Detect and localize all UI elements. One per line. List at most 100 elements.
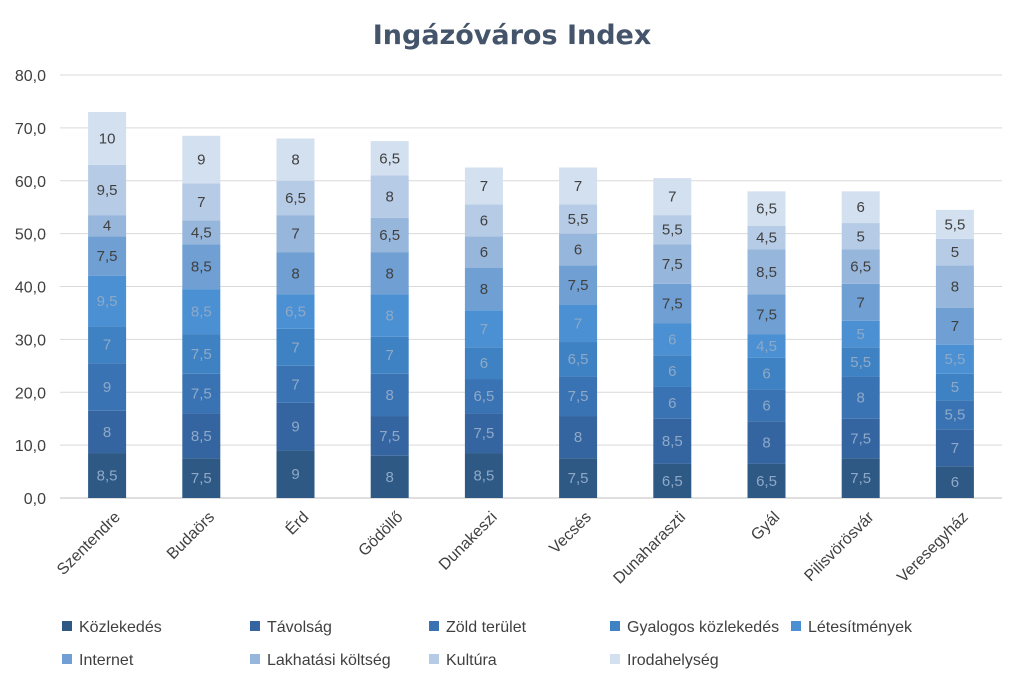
legend: Közlekedés Távolság Zöld terület Gyalogos k… (62, 619, 913, 669)
data-label: 7,5 (756, 306, 777, 323)
bar-segment (935, 307, 974, 345)
data-label: 8 (386, 189, 394, 206)
x-tick-label: Vecsés (546, 509, 595, 558)
y-tick-label: 20,0 (15, 385, 46, 402)
bar-segment (370, 416, 409, 456)
data-label: 8 (386, 387, 394, 404)
legend-swatch (62, 621, 72, 631)
bar-segment (559, 458, 598, 498)
y-tick-label: 80,0 (15, 68, 46, 85)
data-label: 6,5 (285, 190, 306, 207)
bar-stack: 8,5 7,5 6,5 6 7 8 6 6 7 (464, 167, 503, 498)
bar-segment (747, 249, 786, 295)
data-label: 6 (480, 244, 488, 261)
bar-segment (276, 294, 315, 329)
data-label: 6,5 (850, 259, 871, 276)
data-label: 8,5 (662, 433, 683, 450)
data-label: 8 (762, 434, 770, 451)
bar-segment (88, 236, 127, 276)
data-label: 8 (574, 429, 582, 446)
bar-segment (935, 238, 974, 266)
data-label: 7 (951, 440, 959, 457)
data-label: 4,5 (756, 230, 777, 247)
bar-segment (653, 323, 692, 356)
bar-segment (559, 376, 598, 417)
bar-segment (88, 164, 127, 216)
bar-segment (88, 363, 127, 411)
bar-segment (88, 410, 127, 454)
bar-segment (276, 328, 315, 366)
bar-stack: 8,5 8 9 7 9,5 7,5 4 9,5 10 (88, 112, 127, 498)
y-tick-label: 50,0 (15, 227, 46, 244)
data-label: 8,5 (756, 264, 777, 281)
bar-segment (88, 215, 127, 237)
data-label: 5 (951, 379, 959, 396)
data-label: 8,5 (97, 468, 118, 485)
bar-segment (841, 458, 880, 498)
bar-segment (88, 112, 127, 165)
data-label: 7,5 (568, 470, 589, 487)
bar-segment (747, 357, 786, 390)
y-tick-label: 30,0 (15, 332, 46, 349)
legend-item: Létesítmények (791, 619, 913, 636)
data-label: 8,5 (191, 304, 212, 321)
bar-segment (182, 220, 221, 245)
legend-item: Internet (62, 652, 134, 669)
data-label: 7 (574, 178, 582, 195)
legend-swatch (429, 654, 439, 664)
data-label: 5,5 (568, 211, 589, 228)
bar-segment (370, 217, 409, 253)
bar-segment (276, 450, 315, 498)
bar-segment (464, 236, 503, 268)
bar-segment (464, 413, 503, 454)
legend-item: Gyalogos közlekedés (610, 619, 779, 636)
bar-segment (653, 178, 692, 216)
legend-swatch (62, 654, 72, 664)
data-label: 4 (103, 218, 111, 235)
data-label: 9,5 (97, 182, 118, 199)
x-tick-label: Dunakeszi (436, 509, 501, 574)
data-label: 8 (951, 279, 959, 296)
bar-segment (370, 294, 409, 337)
bar-stack: 8 7,5 8 7 8 8 6,5 8 6,5 (370, 141, 409, 498)
bar-segment (559, 204, 598, 234)
data-label: 5,5 (944, 351, 965, 368)
bar-segment (935, 344, 974, 374)
data-label: 8 (480, 281, 488, 298)
legend-label: Közlekedés (79, 619, 162, 636)
legend-swatch (791, 621, 801, 631)
bar-segment (559, 305, 598, 343)
bar-segment (935, 429, 974, 467)
data-label: 8 (386, 308, 394, 325)
data-label: 5 (857, 326, 865, 343)
data-label: 8 (103, 424, 111, 441)
data-label: 6 (480, 212, 488, 229)
bar-segment (464, 310, 503, 348)
legend-swatch (250, 654, 260, 664)
x-tick-label: Gyál (748, 509, 783, 544)
data-label: 7 (668, 189, 676, 206)
bar-segment (370, 336, 409, 374)
data-label: 8,5 (473, 468, 494, 485)
chart-title: Ingázóváros Index (373, 20, 652, 51)
legend-label: Létesítmények (808, 619, 913, 636)
bar-stack: 9 9 7 7 6,5 8 7 6,5 8 (276, 138, 315, 498)
bar-segment (935, 466, 974, 498)
data-label: 6 (668, 363, 676, 380)
bar-segment (653, 244, 692, 284)
data-label: 8 (386, 469, 394, 486)
bar-segment (88, 275, 127, 327)
bar-segment (747, 421, 786, 464)
legend-item: Zöld terület (429, 619, 527, 636)
bar-segment (559, 233, 598, 266)
data-label: 6,5 (285, 304, 306, 321)
bar-segment (747, 389, 786, 422)
data-label: 8,5 (191, 428, 212, 445)
bar-segment (182, 413, 221, 459)
bar-segment (559, 167, 598, 205)
data-label: 6,5 (379, 227, 400, 244)
bar-segment (653, 386, 692, 419)
bar-segment (370, 175, 409, 218)
bar-segment (653, 283, 692, 324)
bar-segment (747, 334, 786, 358)
